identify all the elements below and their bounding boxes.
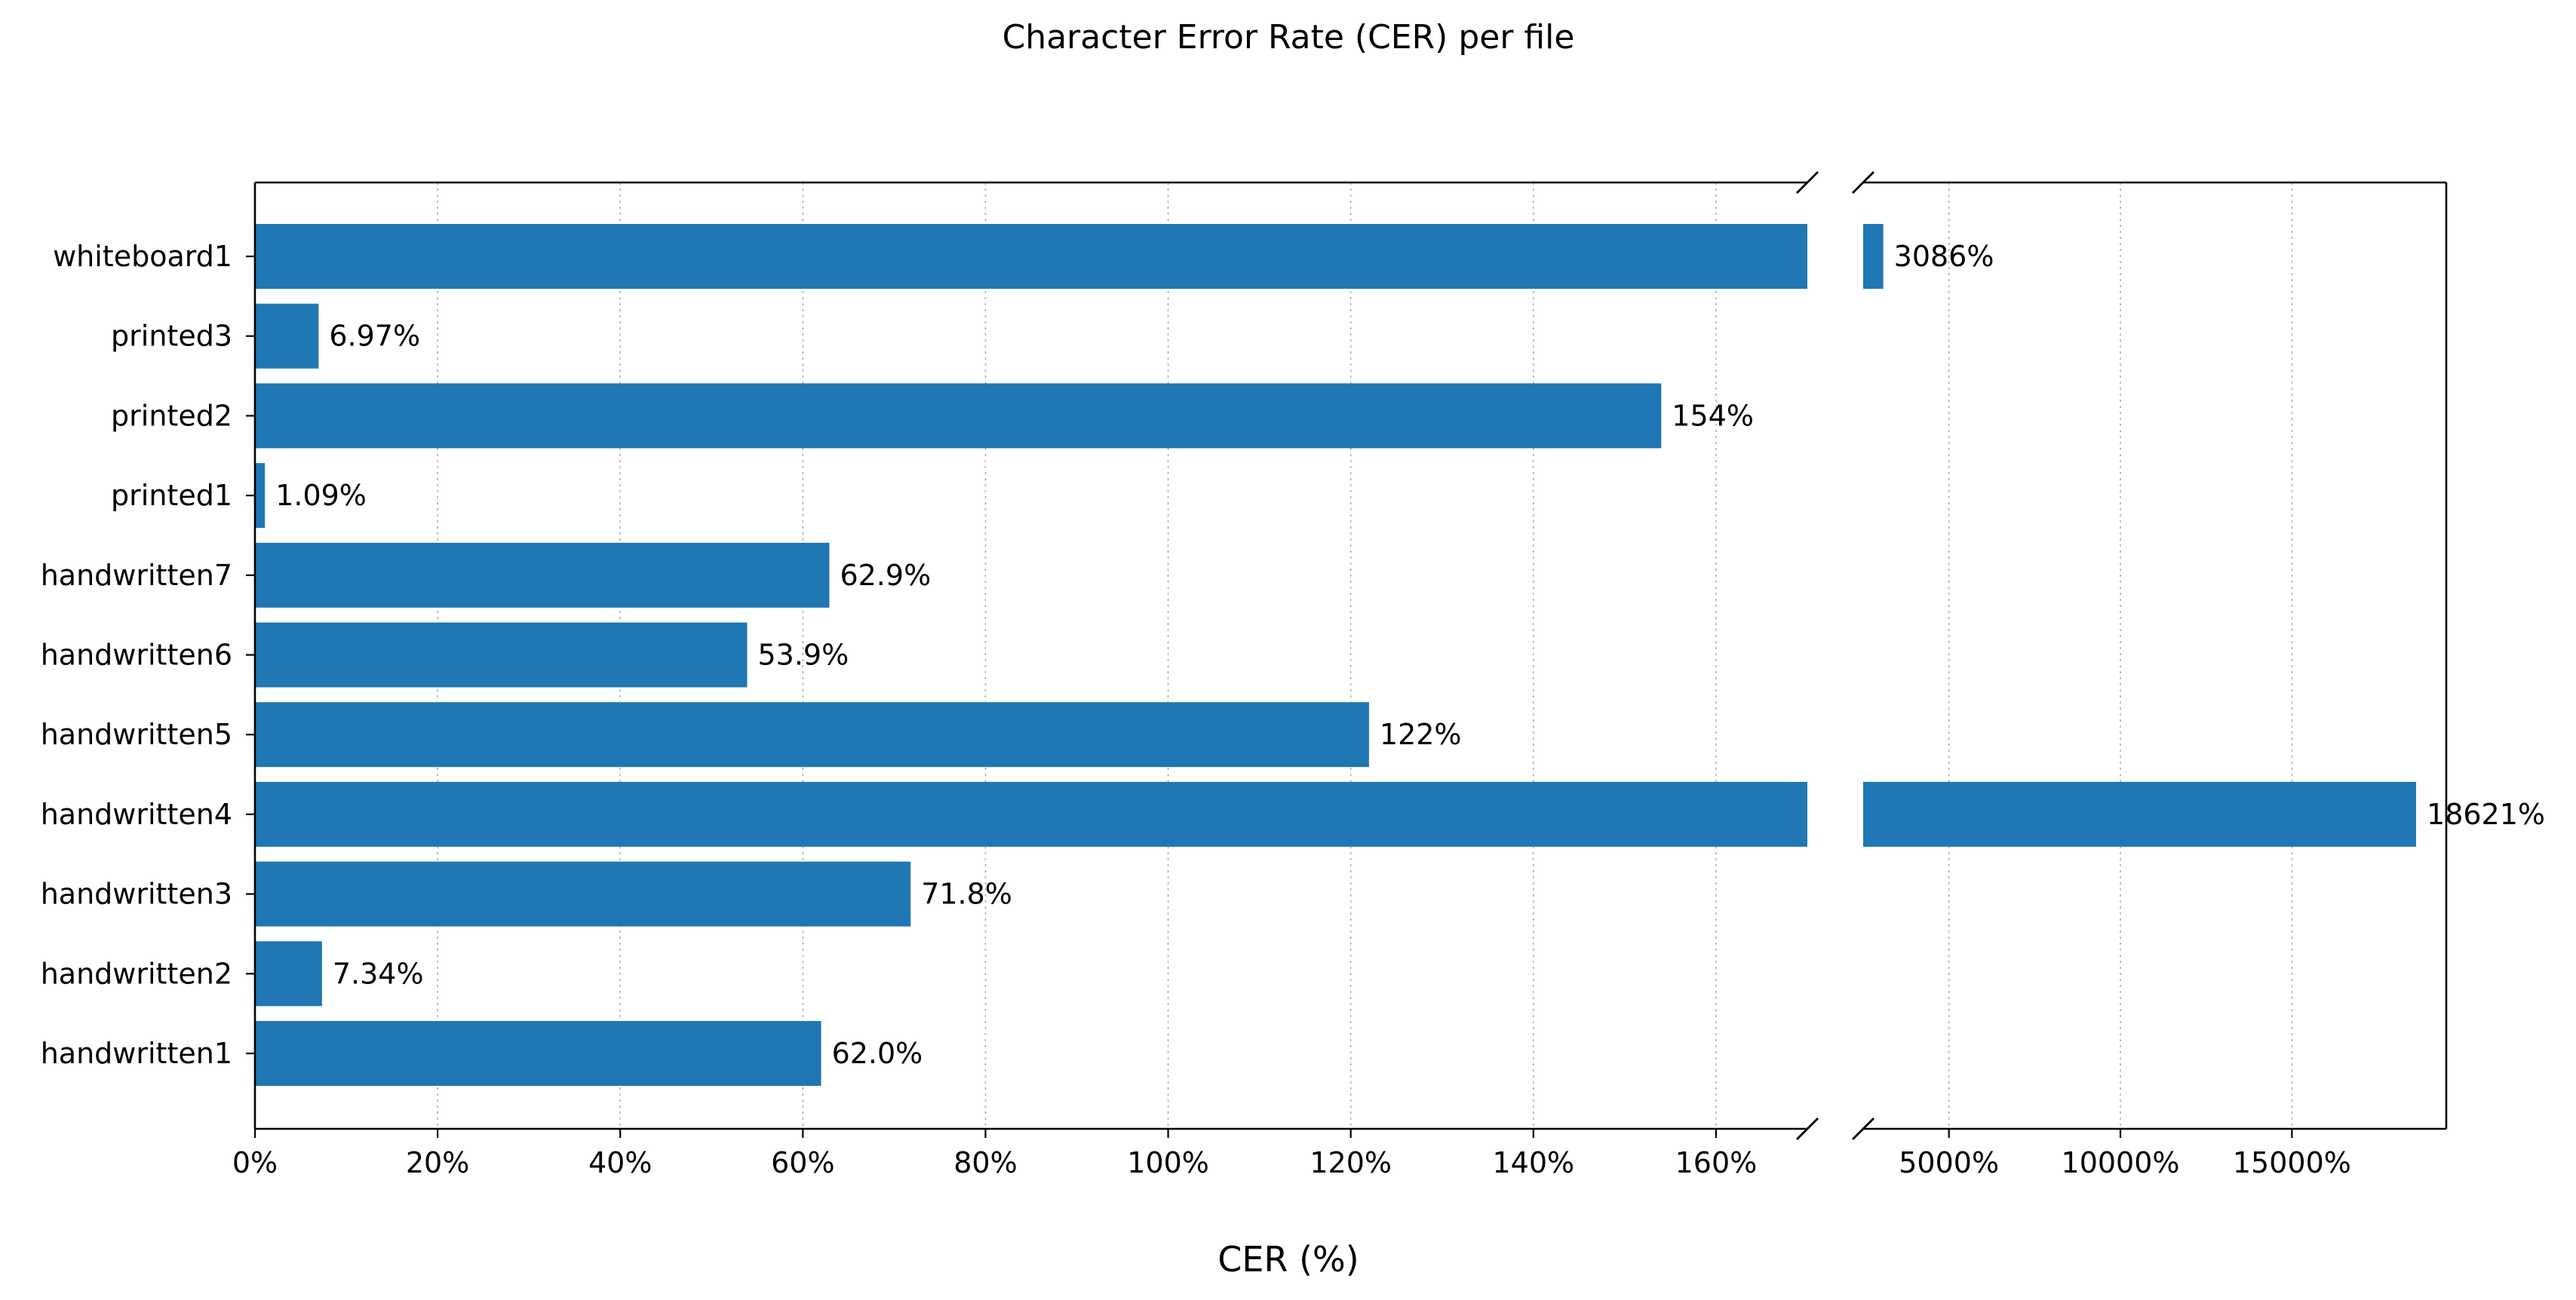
break-mark-left-top <box>1796 171 1819 194</box>
y-tick-label-printed3: printed3 <box>111 320 232 353</box>
x-axis-label: CER (%) <box>1217 1239 1359 1280</box>
y-tick-label-handwritten2: handwritten2 <box>41 957 232 990</box>
data-label-whiteboard1: 3086% <box>1894 240 1994 273</box>
x-tick-label-left-5: 100% <box>1127 1146 1209 1179</box>
x-tick-label-right-0: 5000% <box>1899 1146 1999 1179</box>
x-tick-label-left-8: 160% <box>1675 1146 1758 1179</box>
bar-handwritten5-left <box>255 702 1369 768</box>
y-tick-label-handwritten4: handwritten4 <box>41 798 232 831</box>
data-label-handwritten4: 18621% <box>2427 798 2545 831</box>
y-tick-label-printed2: printed2 <box>111 399 232 432</box>
x-tick-label-left-2: 40% <box>588 1146 652 1179</box>
y-tick-label-handwritten1: handwritten1 <box>41 1037 232 1070</box>
x-tick-label-left-7: 140% <box>1493 1146 1575 1179</box>
bar-handwritten1-left <box>255 1021 821 1086</box>
y-tick-label-handwritten6: handwritten6 <box>41 639 232 672</box>
x-tick-label-right-2: 15000% <box>2233 1146 2351 1179</box>
bar-handwritten3-left <box>255 861 911 927</box>
data-label-handwritten3: 71.8% <box>921 878 1012 911</box>
x-tick-label-left-4: 80% <box>953 1146 1017 1179</box>
data-label-handwritten1: 62.0% <box>832 1037 923 1070</box>
x-tick-label-left-0: 0% <box>232 1146 278 1179</box>
break-mark-left-bottom <box>1796 1118 1819 1140</box>
bar-handwritten6-left <box>255 622 748 688</box>
bar-handwritten4-right <box>1863 781 2417 847</box>
data-label-handwritten6: 53.9% <box>758 639 849 672</box>
data-label-printed2: 154% <box>1672 399 1754 432</box>
y-tick-label-handwritten3: handwritten3 <box>41 878 232 911</box>
data-labels: 62.0% 7.34% 71.8% 18621% 122% 53.9% 62.9% 1.09%… <box>275 240 2545 1070</box>
axis-ticks: 0% 20% 40% 60% 80% 100% 120% 140% 160% 5000% 10000… <box>41 240 2351 1179</box>
bar-handwritten4-left <box>255 781 1807 847</box>
x-tick-label-left-6: 120% <box>1309 1146 1392 1179</box>
bar-handwritten2-left <box>255 941 322 1007</box>
bar-whiteboard1-right <box>1863 224 1884 289</box>
bars <box>255 224 2417 1086</box>
y-tick-label-handwritten7: handwritten7 <box>41 559 232 592</box>
bar-printed1-left <box>255 463 266 529</box>
break-mark-right-bottom <box>1852 1118 1874 1140</box>
y-tick-label-whiteboard1: whiteboard1 <box>53 240 232 273</box>
data-label-printed3: 6.97% <box>329 320 420 353</box>
data-label-handwritten7: 62.9% <box>840 559 931 592</box>
chart-title: Character Error Rate (CER) per file <box>1002 18 1575 57</box>
x-tick-label-left-3: 60% <box>771 1146 834 1179</box>
y-tick-label-handwritten5: handwritten5 <box>41 718 232 751</box>
data-label-handwritten5: 122% <box>1380 718 1462 751</box>
grid-lines <box>437 182 2293 1129</box>
data-label-handwritten2: 7.34% <box>333 957 424 990</box>
x-tick-label-right-1: 10000% <box>2062 1146 2180 1179</box>
y-tick-label-printed1: printed1 <box>111 479 232 512</box>
data-label-printed1: 1.09% <box>275 479 367 512</box>
bar-printed2-left <box>255 383 1662 449</box>
x-tick-label-left-1: 20% <box>406 1146 469 1179</box>
bar-handwritten7-left <box>255 542 830 608</box>
bar-printed3-left <box>255 303 319 369</box>
bar-whiteboard1-left <box>255 224 1807 289</box>
break-mark-right-top <box>1852 171 1874 194</box>
